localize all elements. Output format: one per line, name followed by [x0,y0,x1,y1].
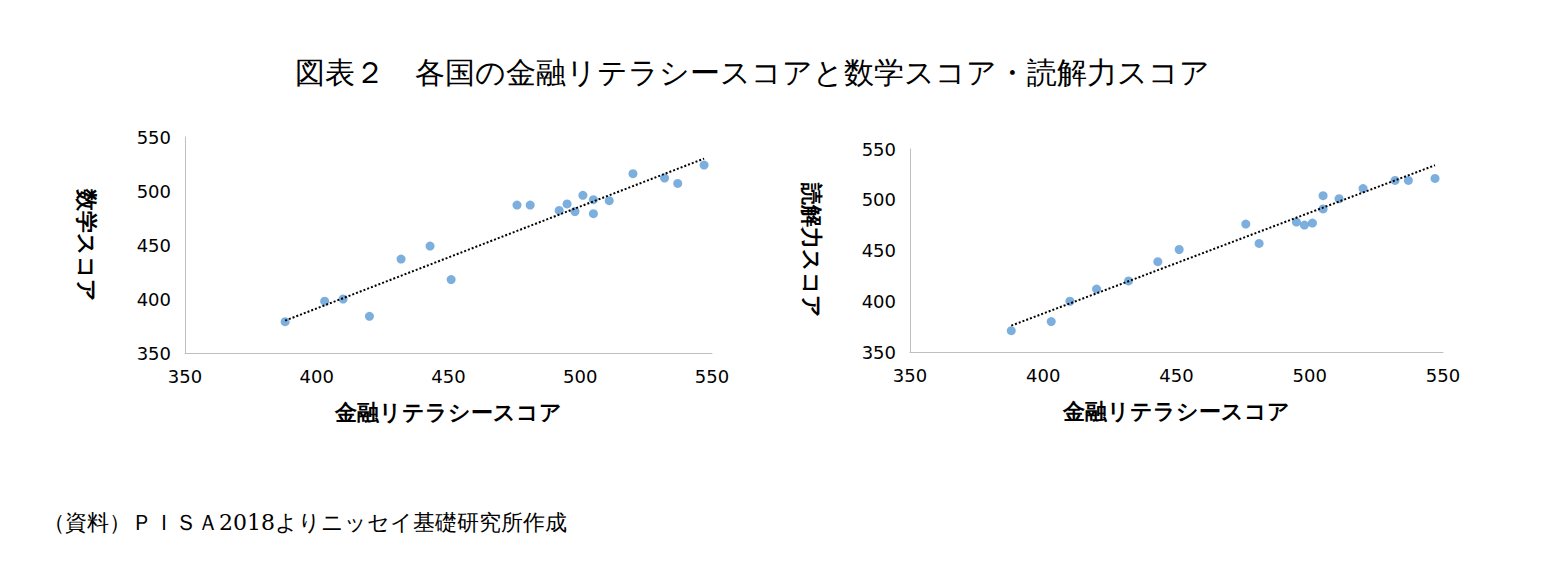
svg-text:図表２ 各国の金融リテラシースコアと数学スコア・読解力スコア: 図表２ 各国の金融リテラシースコアと数学スコア・読解力スコア [295,55,1210,90]
svg-text:（資料）ＰＩＳＡ2018よりニッセイ基礎研究所作成: （資料）ＰＩＳＡ2018よりニッセイ基礎研究所作成 [43,510,567,535]
svg-text:読解力スコア: 読解力スコア [799,182,824,318]
svg-text:400: 400 [300,366,334,387]
svg-text:500: 500 [563,366,597,387]
svg-text:金融リテラシースコア: 金融リテラシースコア [1062,399,1290,424]
svg-text:350: 350 [893,365,927,386]
svg-text:450: 450 [1159,365,1193,386]
svg-text:350: 350 [137,343,171,364]
svg-text:550: 550 [695,366,729,387]
svg-text:550: 550 [1426,365,1460,386]
svg-text:550: 550 [862,139,896,160]
svg-text:400: 400 [862,291,896,312]
svg-text:400: 400 [137,289,171,310]
svg-text:金融リテラシースコア: 金融リテラシースコア [334,400,562,425]
svg-text:350: 350 [168,366,202,387]
svg-text:450: 450 [862,240,896,261]
svg-text:数学スコア: 数学スコア [74,188,99,302]
svg-text:500: 500 [1293,365,1327,386]
svg-text:500: 500 [862,189,896,210]
svg-text:450: 450 [137,235,171,256]
svg-text:400: 400 [1026,365,1060,386]
svg-text:350: 350 [862,342,896,363]
svg-text:500: 500 [137,181,171,202]
svg-text:550: 550 [137,127,171,148]
svg-text:450: 450 [431,366,465,387]
